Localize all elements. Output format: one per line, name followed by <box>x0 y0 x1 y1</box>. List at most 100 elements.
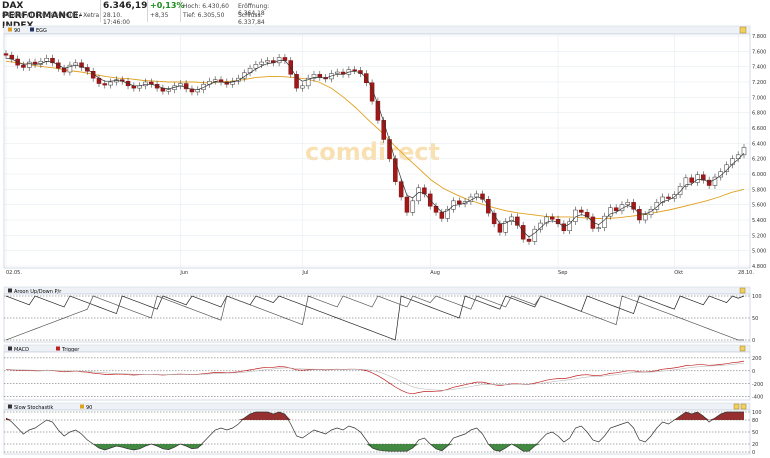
change-percent: +0,13% <box>150 1 185 10</box>
candle <box>56 62 61 69</box>
price-cell: 6.346,19 28.10. 17:46:00 <box>101 0 148 26</box>
stoch-oversold-fill <box>6 444 744 452</box>
price-panel: 90 EGG comdirect 7.800 7.600 7.400 7.200 7.0… <box>3 25 766 276</box>
stoch-y-tick: 50 <box>752 430 758 436</box>
high-value: Hoch: 6.430,60 <box>183 3 229 10</box>
candle <box>265 60 270 63</box>
aroon-y-tick: 0 <box>752 338 755 344</box>
macd-trigger-line <box>5 362 745 391</box>
stoch-panel: Slow Stochastik 90 100 80 50 20 0 <box>3 402 762 456</box>
candle <box>201 84 206 90</box>
candle <box>26 61 32 68</box>
candle <box>381 120 386 140</box>
price-y-tick: 6.400 <box>752 141 766 147</box>
candle <box>364 73 369 84</box>
last-price: 6.346,19 <box>103 1 148 11</box>
aroon-series-line <box>5 295 744 341</box>
candle <box>706 179 712 186</box>
candle <box>718 171 724 178</box>
panel-controls <box>733 26 747 410</box>
price-y-tick: 4.800 <box>752 264 766 270</box>
price-plot-area <box>3 33 751 269</box>
candle <box>596 227 601 229</box>
candle <box>108 81 113 86</box>
candle <box>735 154 741 159</box>
stoch-y-tick: 80 <box>752 418 758 424</box>
candle <box>369 82 375 102</box>
candle <box>439 212 445 219</box>
macd-y-tick: 200 <box>752 356 762 362</box>
trigger-legend-label: Trigger <box>61 347 80 353</box>
price-y-tick: 5.200 <box>752 233 766 239</box>
macd-legend-label: MACD <box>14 347 29 353</box>
price-y-tick: 5.400 <box>752 218 766 224</box>
ema-legend-swatch <box>30 27 34 32</box>
candle <box>741 147 747 156</box>
candle <box>666 196 671 199</box>
candle <box>532 228 538 242</box>
candle <box>189 88 195 93</box>
stats-cell: Hoch: 6.430,60 Eröffnung: 6.364,18 Tief:… <box>181 0 291 26</box>
candle <box>689 177 694 183</box>
aroon-legend-bar <box>3 286 751 295</box>
aroon-settings-icon[interactable] <box>739 287 746 294</box>
candle <box>457 200 462 205</box>
macd-settings-icon[interactable] <box>739 345 746 352</box>
aroon-legend-swatch <box>8 288 12 293</box>
price-legend-bar <box>3 25 751 35</box>
candle <box>625 202 631 205</box>
candle <box>3 53 9 56</box>
candle <box>730 158 735 166</box>
price-settings-icon[interactable] <box>739 26 747 34</box>
stoch-legend-swatch <box>8 404 12 409</box>
candle <box>515 216 520 226</box>
candle <box>445 209 450 219</box>
candle <box>677 186 683 195</box>
candle <box>311 74 317 79</box>
trigger-legend-swatch <box>56 346 60 351</box>
candle <box>695 174 700 183</box>
price-x-tick: 28.10. <box>738 270 754 276</box>
ema-line <box>5 57 745 238</box>
candle <box>584 212 590 218</box>
candle <box>410 200 416 213</box>
price-x-tick: Aug <box>430 270 440 276</box>
candle <box>503 221 508 233</box>
sma-line <box>5 60 745 219</box>
candle <box>166 89 171 92</box>
stoch-y-tick: 0 <box>752 450 755 456</box>
price-y-tick: 5.800 <box>752 187 766 193</box>
candle <box>637 209 642 221</box>
candle <box>660 196 665 203</box>
candle <box>21 64 26 68</box>
candle <box>590 216 596 229</box>
candle <box>579 209 584 213</box>
aroon-series-line <box>5 295 745 341</box>
candle <box>549 216 555 220</box>
candle <box>300 85 305 89</box>
price-y-tick: 7.000 <box>752 95 766 101</box>
candle <box>520 225 526 240</box>
price-y-tick: 7.200 <box>752 80 766 86</box>
price-x-tick: Okt <box>674 270 683 276</box>
candle <box>9 54 15 60</box>
stoch-close-icon[interactable] <box>740 403 747 410</box>
candle <box>712 176 718 186</box>
sma-legend-label: 90 <box>14 28 20 34</box>
aroon-y-tick: 100 <box>752 294 762 300</box>
candle <box>61 67 67 73</box>
candle <box>334 71 340 74</box>
candle <box>212 79 218 82</box>
price-y-tick: 7.800 <box>752 34 766 40</box>
candle <box>79 62 84 68</box>
candle <box>352 69 357 71</box>
candle <box>509 216 514 222</box>
stoch-sma-legend-label: 90 <box>86 405 92 411</box>
stoch-settings-icon[interactable] <box>733 403 740 410</box>
candle <box>44 57 49 62</box>
candle <box>230 80 235 85</box>
candle <box>567 221 572 231</box>
sma-legend-swatch <box>8 27 12 32</box>
candle <box>137 85 142 89</box>
candle <box>387 139 392 159</box>
